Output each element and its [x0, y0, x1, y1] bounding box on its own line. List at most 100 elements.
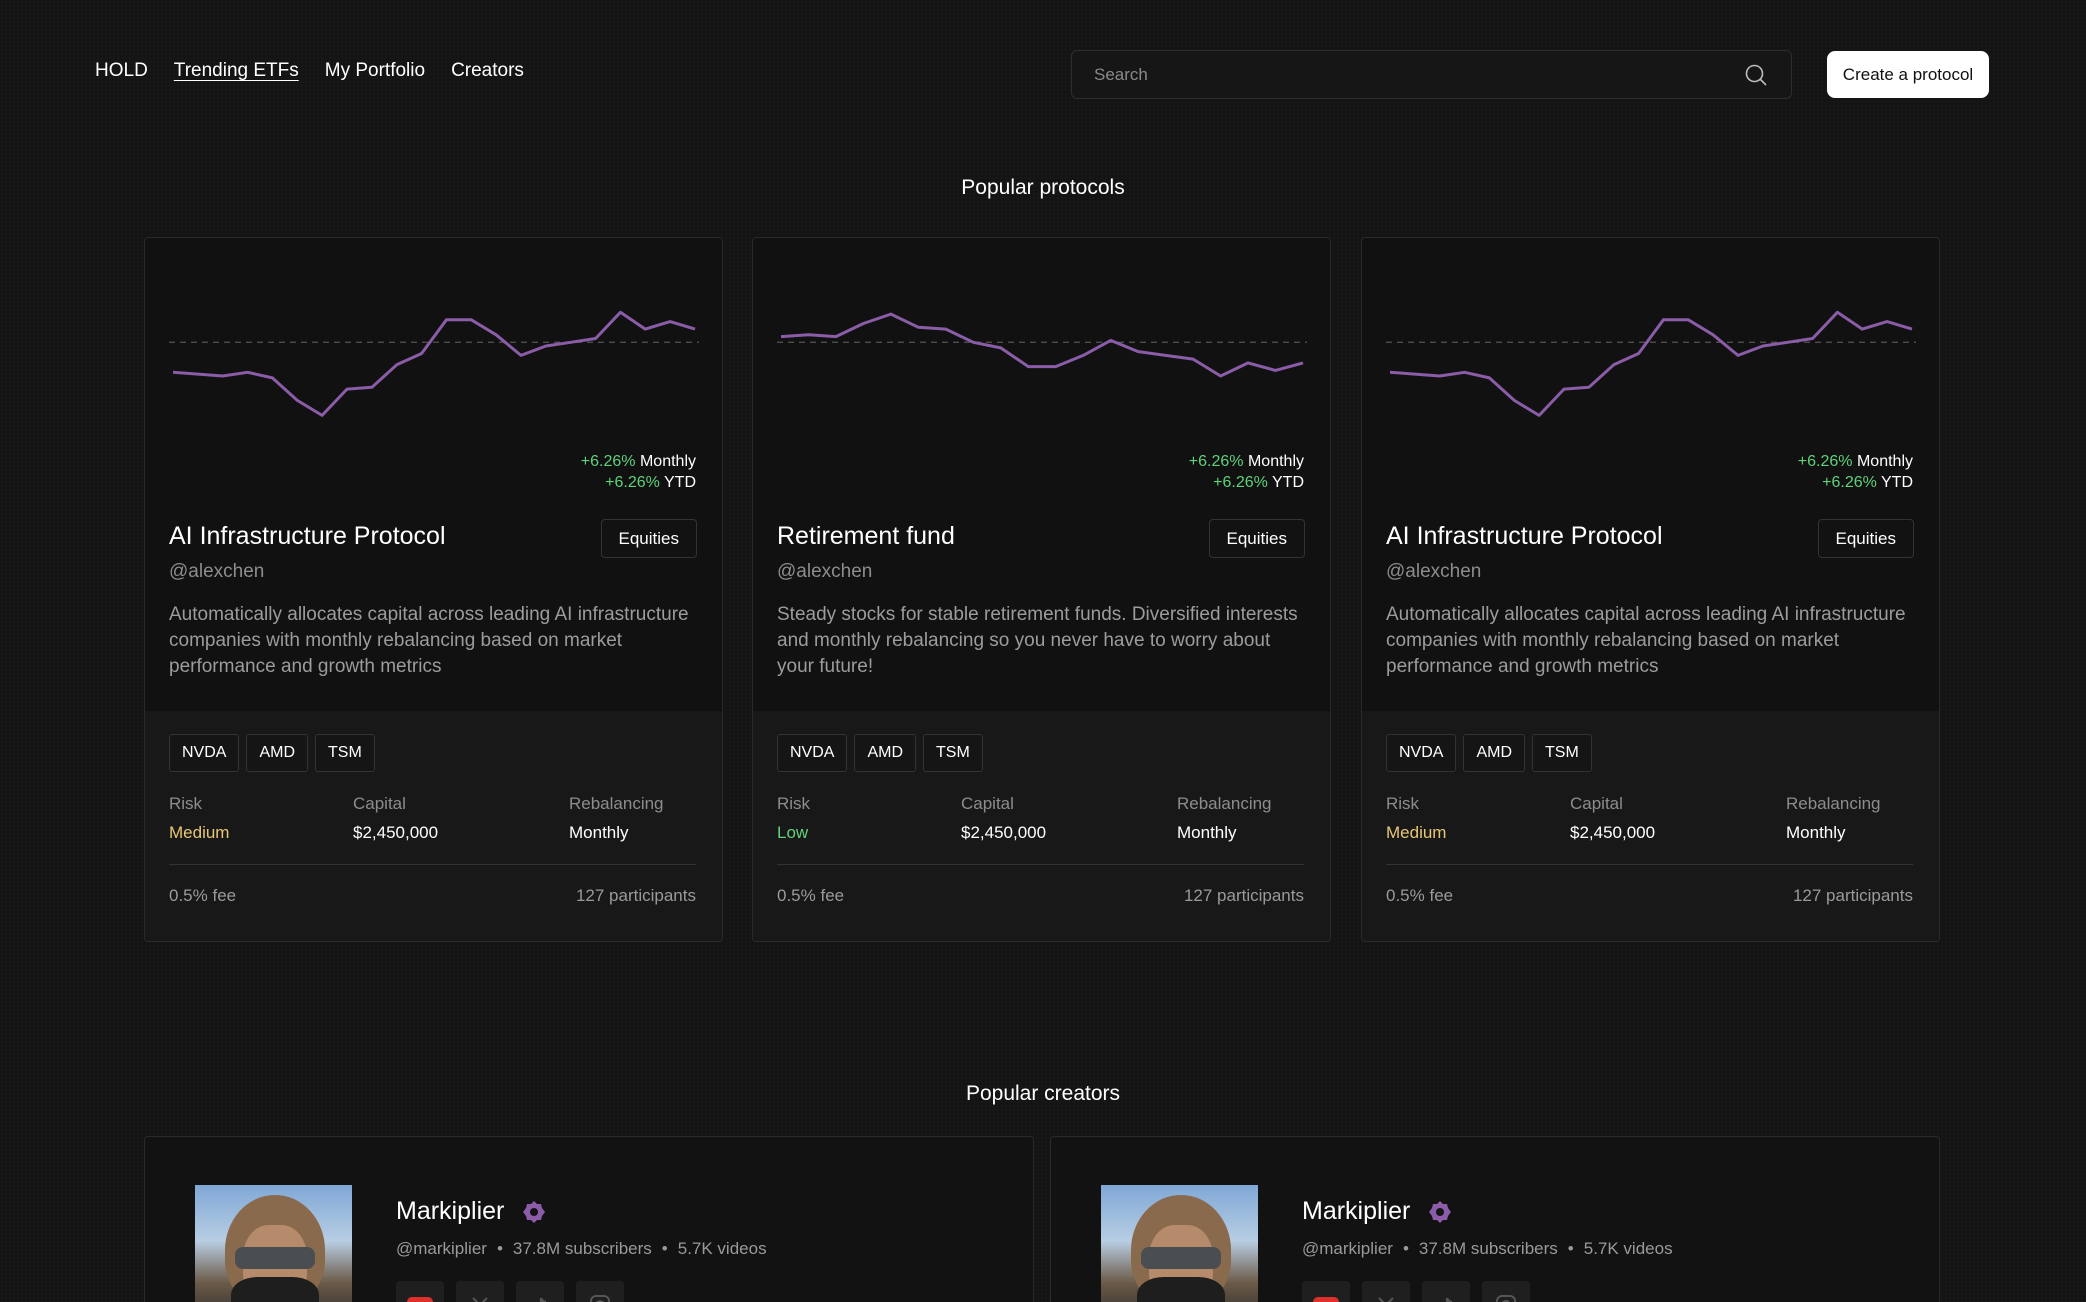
capital-value: $2,450,000	[1570, 823, 1656, 842]
card-details	[1362, 711, 1939, 941]
protocol-card[interactable]: +6.26% Monthly +6.26% YTD AI Infrastruct…	[1361, 237, 1940, 942]
creator-name[interactable]: Markiplier	[396, 1197, 505, 1225]
x-icon[interactable]	[1362, 1281, 1410, 1302]
ticker-chip[interactable]: TSM	[1532, 734, 1592, 772]
ticker-chip[interactable]: AMD	[1463, 734, 1526, 772]
chart-series-line	[1389, 310, 1913, 417]
creator-handle[interactable]: @alexchen	[1386, 561, 1482, 582]
youtube-icon[interactable]	[396, 1281, 444, 1302]
monthly-label: Monthly	[639, 453, 696, 470]
category-tag[interactable]: Equities	[600, 519, 697, 558]
risk-value: Medium	[1386, 823, 1447, 842]
performance-summary: +6.26% Monthly +6.26% YTD	[581, 451, 696, 493]
protocol-description: Steady stocks for stable retirement fund…	[777, 604, 1298, 677]
creator-handle[interactable]: @alexchen	[777, 561, 873, 582]
category-tag[interactable]: Equities	[1208, 519, 1305, 558]
monthly-change: +6.26%	[1188, 453, 1244, 470]
capital-label: Capital	[961, 794, 1014, 813]
ticker-chip[interactable]: AMD	[246, 734, 309, 772]
rebalancing-stat: Rebalancing Monthly	[569, 794, 664, 843]
monthly-change: +6.26%	[1797, 453, 1853, 470]
divider	[169, 864, 696, 865]
nav-item-creators[interactable]: Creators	[451, 60, 524, 81]
participants-count: 127 participants	[1792, 886, 1913, 905]
card-details	[753, 711, 1330, 941]
nav-item-hold[interactable]: HOLD	[95, 60, 148, 81]
video-count: 5.7K videos	[677, 1239, 767, 1258]
ytd-label: YTD	[664, 474, 696, 491]
verified-badge-icon	[1428, 1200, 1452, 1224]
popular-creators-title: Popular creators	[965, 1082, 1121, 1105]
ticker-chip[interactable]: NVDA	[777, 734, 848, 772]
divider	[777, 864, 1304, 865]
creator-name-row: Markiplier	[396, 1197, 546, 1226]
ticker-chip[interactable]: TSM	[315, 734, 375, 772]
creator-name-row: Markiplier	[1302, 1197, 1452, 1226]
protocol-card[interactable]: +6.26% Monthly +6.26% YTD AI Infrastruct…	[144, 237, 723, 942]
category-tag[interactable]: Equities	[1817, 519, 1914, 558]
monthly-change: +6.26%	[580, 453, 636, 470]
ytd-label: YTD	[1272, 474, 1304, 491]
performance-chart	[169, 310, 699, 417]
ticker-chip[interactable]: TSM	[923, 734, 983, 772]
main-nav: HOLD Trending ETFs My Portfolio Creators	[95, 60, 524, 82]
ticker-chip[interactable]: AMD	[854, 734, 917, 772]
rebalancing-value: Monthly	[569, 823, 629, 842]
capital-value: $2,450,000	[353, 823, 439, 842]
protocol-description: Automatically allocates capital across l…	[169, 604, 689, 677]
risk-stat: Risk Low	[777, 794, 810, 843]
avatar[interactable]	[1101, 1185, 1258, 1302]
risk-label: Risk	[777, 794, 811, 813]
capital-stat: Capital $2,450,000	[961, 794, 1046, 843]
capital-value: $2,450,000	[961, 823, 1047, 842]
protocol-title[interactable]: Retirement fund	[777, 522, 955, 550]
ticker-chip[interactable]: NVDA	[169, 734, 240, 772]
protocol-title[interactable]: AI Infrastructure Protocol	[169, 522, 446, 550]
protocol-title[interactable]: AI Infrastructure Protocol	[1386, 522, 1663, 550]
nav-item-trending-etfs[interactable]: Trending ETFs	[173, 60, 299, 81]
creator-meta: @markiplier • 37.8M subscribers • 5.7K v…	[396, 1239, 767, 1258]
avatar[interactable]	[195, 1185, 352, 1302]
participants-count: 127 participants	[1183, 886, 1304, 905]
create-protocol-button[interactable]: Create a protocol	[1827, 51, 1989, 98]
video-count: 5.7K videos	[1583, 1239, 1673, 1258]
performance-chart	[1386, 310, 1916, 417]
search-input[interactable]	[1094, 64, 1743, 85]
ytd-change: +6.26%	[605, 474, 660, 491]
protocol-description: Automatically allocates capital across l…	[1386, 604, 1906, 677]
creator-name[interactable]: Markiplier	[1302, 1197, 1411, 1225]
nav-item-my-portfolio[interactable]: My Portfolio	[324, 60, 426, 81]
subscriber-count: 37.8M subscribers	[1418, 1239, 1558, 1258]
tiktok-icon[interactable]	[1422, 1281, 1470, 1302]
ytd-change: +6.26%	[1822, 474, 1877, 491]
protocol-card[interactable]: +6.26% Monthly +6.26% YTD Retirement fun…	[752, 237, 1331, 942]
search-icon[interactable]	[1743, 62, 1769, 88]
rebalancing-stat: Rebalancing Monthly	[1177, 794, 1272, 843]
social-links	[396, 1281, 624, 1302]
risk-value: Low	[777, 823, 809, 842]
tiktok-icon[interactable]	[516, 1281, 564, 1302]
rebalancing-label: Rebalancing	[569, 794, 664, 813]
card-details	[145, 711, 722, 941]
ticker-list: NVDA AMD TSM	[169, 734, 375, 772]
x-icon[interactable]	[456, 1281, 504, 1302]
risk-stat: Risk Medium	[1386, 794, 1446, 843]
rebalancing-label: Rebalancing	[1786, 794, 1881, 813]
fee-text: 0.5% fee	[777, 886, 845, 905]
rebalancing-value: Monthly	[1177, 823, 1237, 842]
search-bar	[1071, 50, 1792, 99]
ticker-chip[interactable]: NVDA	[1386, 734, 1457, 772]
creator-handle[interactable]: @alexchen	[169, 561, 265, 582]
performance-summary: +6.26% Monthly +6.26% YTD	[1798, 451, 1913, 493]
instagram-icon[interactable]	[1482, 1281, 1530, 1302]
fee-text: 0.5% fee	[1386, 886, 1454, 905]
fee-text: 0.5% fee	[169, 886, 237, 905]
instagram-icon[interactable]	[576, 1281, 624, 1302]
creator-card[interactable]: Markiplier @markiplier • 37.8M subscribe…	[144, 1136, 1034, 1302]
risk-label: Risk	[1386, 794, 1420, 813]
divider	[1386, 864, 1913, 865]
creator-card[interactable]: Markiplier @markiplier • 37.8M subscribe…	[1050, 1136, 1940, 1302]
monthly-label: Monthly	[1856, 453, 1913, 470]
verified-badge-icon	[522, 1200, 546, 1224]
youtube-icon[interactable]	[1302, 1281, 1350, 1302]
